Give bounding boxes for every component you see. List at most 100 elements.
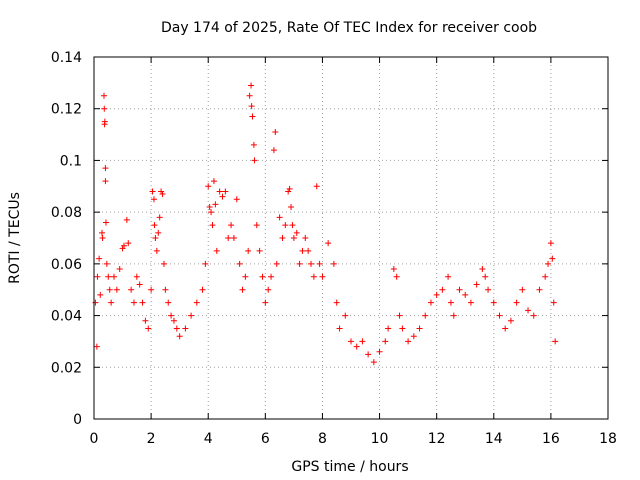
data-point xyxy=(410,333,417,340)
data-point xyxy=(370,359,377,366)
data-point xyxy=(246,92,253,99)
y-tick-label: 0.1 xyxy=(60,153,82,169)
data-point xyxy=(249,113,256,120)
data-point xyxy=(336,325,343,332)
data-point xyxy=(342,312,349,319)
data-point xyxy=(502,325,509,332)
data-point xyxy=(102,165,109,172)
data-point xyxy=(216,188,223,195)
data-point xyxy=(310,273,317,280)
data-point xyxy=(205,183,212,190)
data-point xyxy=(242,273,249,280)
x-tick-labels: 0 2 4 6 8 10 12 14 16 18 xyxy=(90,431,617,447)
chart-title: Day 174 of 2025, Rate Of TEC Index for r… xyxy=(161,20,537,36)
data-point xyxy=(119,245,126,252)
data-point xyxy=(325,240,332,247)
data-point xyxy=(248,82,255,89)
data-point xyxy=(507,317,514,324)
data-point xyxy=(168,312,175,319)
data-point xyxy=(359,338,366,345)
data-point xyxy=(120,242,127,249)
data-point xyxy=(150,196,157,203)
data-point xyxy=(479,266,486,273)
data-point xyxy=(165,299,172,306)
data-point xyxy=(405,338,412,345)
data-point xyxy=(152,235,159,241)
data-point xyxy=(225,235,232,241)
y-tick-label: 0.02 xyxy=(51,360,82,376)
x-tick-label: 8 xyxy=(318,431,327,447)
data-point xyxy=(519,286,526,293)
data-point xyxy=(353,343,360,350)
data-point xyxy=(316,260,323,267)
data-point xyxy=(230,235,237,241)
data-point xyxy=(330,260,337,267)
y-axis-title: ROTI / TECUs xyxy=(7,192,23,284)
data-point xyxy=(262,299,269,306)
data-point xyxy=(256,247,263,254)
data-point xyxy=(530,312,537,319)
data-point xyxy=(365,351,372,358)
data-point xyxy=(248,103,255,110)
data-point xyxy=(272,128,279,135)
data-point xyxy=(133,273,140,280)
data-point xyxy=(549,255,556,262)
data-point xyxy=(158,188,165,195)
data-point xyxy=(382,338,389,345)
x-tick-label: 14 xyxy=(485,431,503,447)
data-point xyxy=(285,188,292,195)
data-point xyxy=(206,203,213,210)
data-point xyxy=(123,216,130,223)
data-point xyxy=(94,273,101,280)
data-point xyxy=(302,235,309,241)
data-point xyxy=(550,299,557,306)
data-point xyxy=(542,273,549,280)
data-point xyxy=(552,338,559,345)
data-point xyxy=(128,286,135,293)
data-point xyxy=(313,183,320,190)
data-point xyxy=(151,222,158,229)
x-tick-label: 6 xyxy=(261,431,270,447)
y-tick-label: 0 xyxy=(73,412,82,428)
data-point xyxy=(162,286,169,293)
grid-lines xyxy=(94,57,608,419)
data-point xyxy=(92,299,99,306)
x-tick-label: 12 xyxy=(428,431,446,447)
data-point xyxy=(296,260,303,267)
data-point xyxy=(145,325,152,332)
data-point xyxy=(399,325,406,332)
data-point xyxy=(293,229,300,236)
data-point xyxy=(110,273,117,280)
data-point xyxy=(450,312,457,319)
data-points xyxy=(92,82,559,366)
data-point xyxy=(390,266,397,273)
data-point xyxy=(276,214,283,221)
data-point xyxy=(153,247,160,254)
data-point xyxy=(462,291,469,298)
data-point xyxy=(288,203,295,210)
data-point xyxy=(536,286,543,293)
data-point xyxy=(268,273,275,280)
data-point xyxy=(333,299,340,306)
data-point xyxy=(139,299,146,306)
data-point xyxy=(170,317,177,324)
data-point xyxy=(245,247,252,254)
data-point xyxy=(173,325,180,332)
data-point xyxy=(445,273,452,280)
data-point xyxy=(348,338,354,345)
data-point xyxy=(96,255,103,262)
data-point xyxy=(193,299,200,306)
data-point xyxy=(155,229,162,236)
data-point xyxy=(427,299,434,306)
data-point xyxy=(160,260,167,267)
data-point xyxy=(103,260,110,267)
y-tick-labels: 0 0.02 0.04 0.06 0.08 0.1 0.12 0.14 xyxy=(51,50,82,428)
data-point xyxy=(159,191,166,198)
data-point xyxy=(396,312,403,319)
data-point xyxy=(136,281,143,288)
x-axis-title: GPS time / hours xyxy=(291,459,408,475)
data-point xyxy=(182,325,189,332)
data-point xyxy=(547,240,554,247)
